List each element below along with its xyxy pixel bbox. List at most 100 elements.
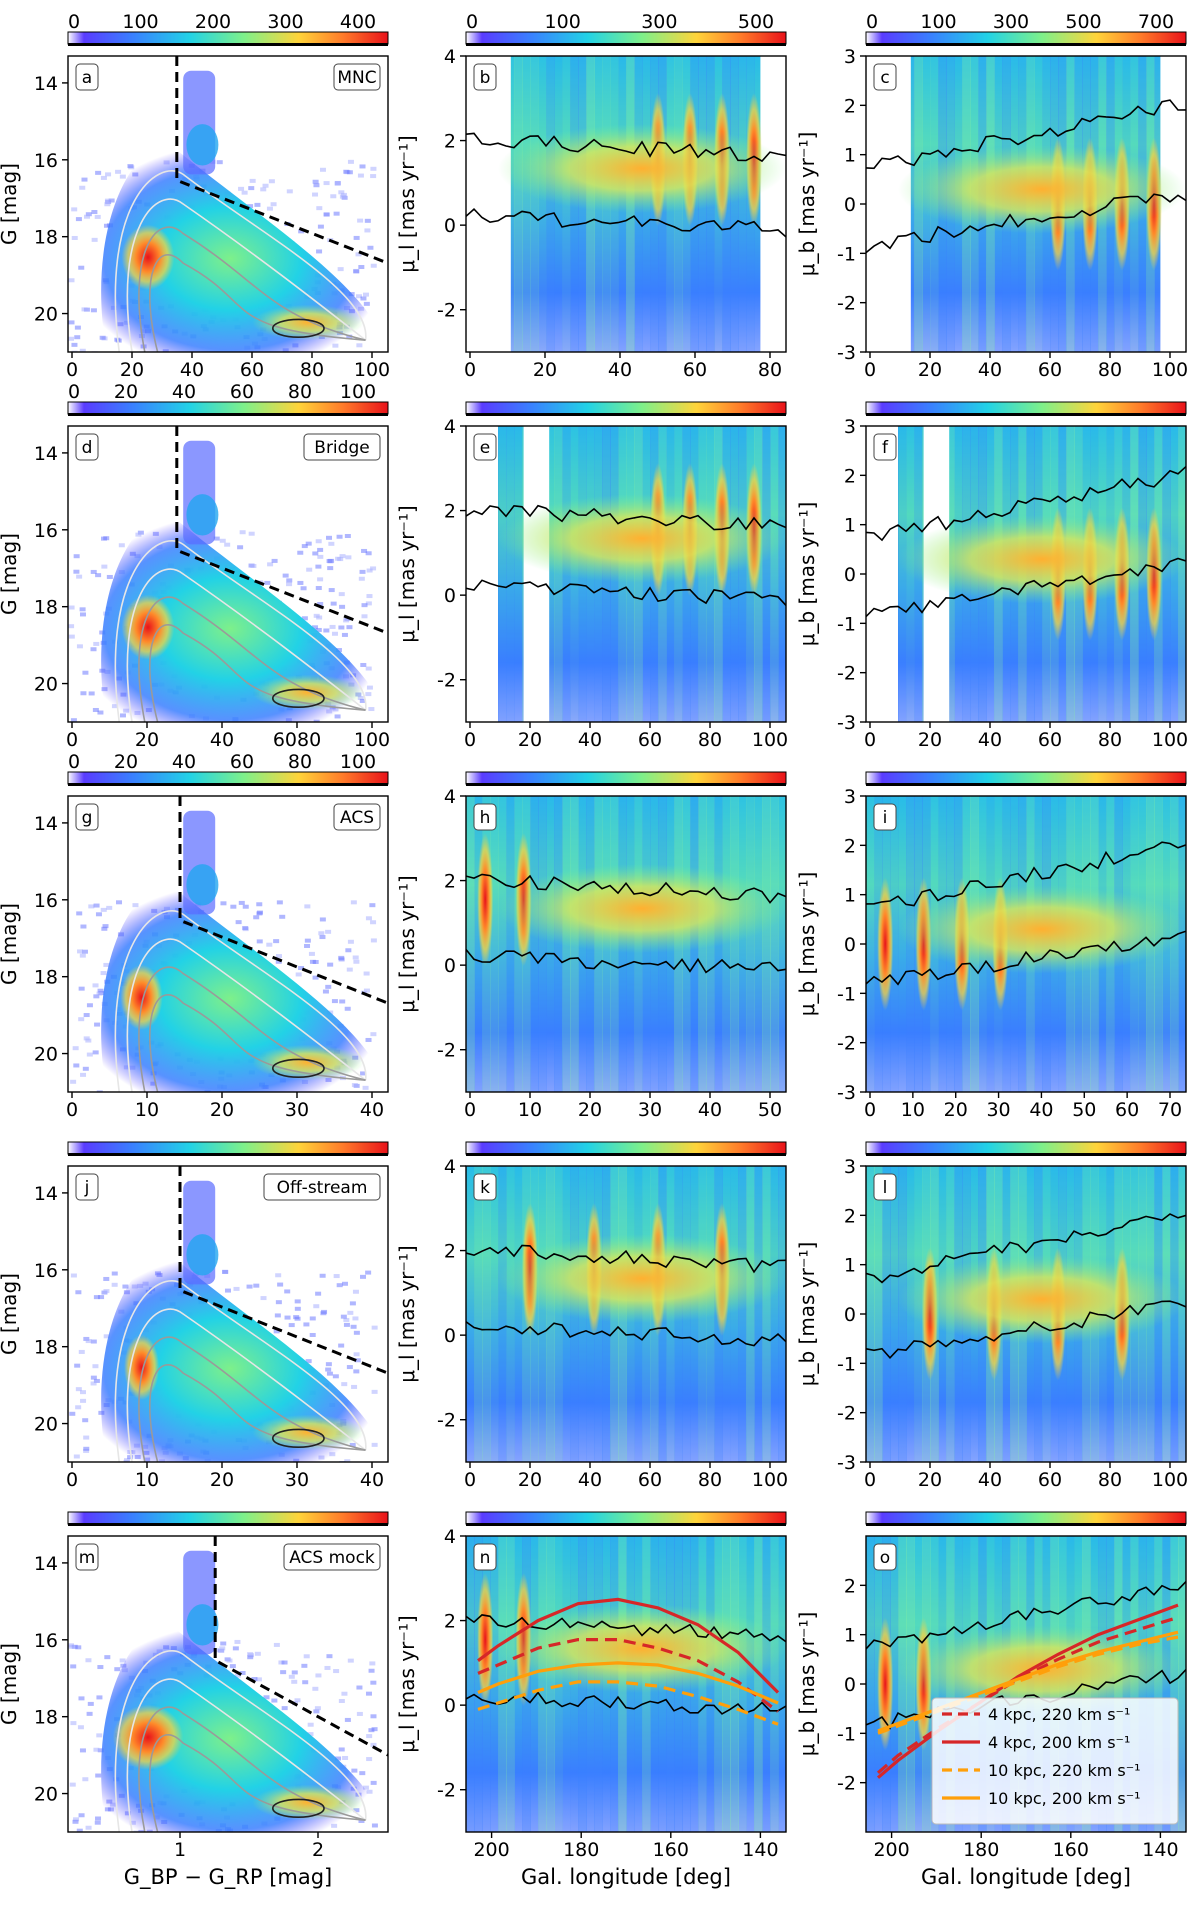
hist-bin	[104, 1655, 111, 1660]
panel-letter: h	[480, 808, 491, 828]
hist-bin	[371, 1727, 378, 1732]
hist-bin	[79, 348, 86, 352]
density-band	[898, 1254, 1186, 1344]
density-band	[498, 1234, 786, 1323]
hist-bin	[115, 169, 122, 174]
hist-bin	[331, 631, 338, 636]
colorbar	[865, 771, 1187, 785]
contour-upper	[466, 1244, 786, 1274]
hist-stripe	[506, 1536, 515, 1832]
hist-bin	[325, 1367, 332, 1372]
hist-bin	[341, 1281, 348, 1286]
hist-bin	[347, 1310, 354, 1315]
x-tick-label: 20	[918, 1469, 942, 1491]
contour-upper	[466, 132, 786, 163]
hist-bin	[317, 554, 324, 559]
hist-stripe	[506, 426, 515, 722]
hist-bin	[343, 169, 350, 174]
model-curve-10kpc_200	[477, 1661, 779, 1705]
y-tick-label: 2	[444, 131, 456, 153]
y-tick-label: 0	[844, 1674, 856, 1696]
x-tick-label: 2	[312, 1839, 324, 1861]
colorbar-tick-label: 20	[114, 751, 138, 773]
hist-stripe	[874, 1166, 883, 1462]
density-band	[898, 144, 1186, 234]
hist-stripe	[538, 1166, 547, 1462]
y-tick-label: 1	[844, 1255, 856, 1277]
colorbar-edge	[866, 1523, 1186, 1526]
x-tick-label: 20	[518, 1469, 542, 1491]
contour-line	[114, 170, 367, 352]
y-axis-label: μ_l [mas yr⁻¹]	[395, 135, 419, 272]
x-tick-label: 6080	[273, 729, 321, 751]
colorbar-tick-label: 100	[340, 381, 376, 403]
x-tick-label: 60	[1038, 729, 1062, 751]
hist-bin	[71, 342, 78, 347]
x-tick-label: 0	[66, 1469, 78, 1491]
colorbar	[465, 1511, 787, 1525]
x-tick-label: 160	[653, 1839, 689, 1861]
legend-entry: 4 kpc, 220 km s⁻¹	[988, 1705, 1130, 1724]
hist-bin	[92, 1364, 99, 1369]
hist-bin	[90, 308, 97, 313]
hist-bin	[317, 547, 324, 552]
x-tick-label: 100	[354, 359, 390, 381]
density-peak	[121, 594, 175, 660]
hist-stripe	[530, 56, 539, 352]
hist-bin	[366, 568, 373, 573]
hist-stripe	[546, 426, 555, 722]
hist-bin	[365, 1270, 372, 1275]
x-tick-label: 30	[285, 1099, 309, 1121]
density-band	[498, 864, 786, 953]
hist-bin	[94, 1022, 101, 1027]
hist-bin	[325, 929, 332, 934]
hist-stripe	[778, 1536, 786, 1832]
x-tick-label: 40	[360, 1099, 384, 1121]
x-tick-label: 60	[240, 359, 264, 381]
hist-bin	[95, 170, 102, 175]
selection-cut	[175, 426, 388, 635]
colorbar-tick-label: 60	[230, 381, 254, 403]
hist-bin	[92, 1050, 99, 1055]
hist-bin	[95, 912, 102, 917]
hist-bin	[309, 1316, 316, 1321]
x-tick-label: 70	[1158, 1099, 1182, 1121]
hist-bin	[79, 953, 86, 958]
hist-bin	[224, 1288, 231, 1293]
panel-a: 0 100 200 300 400 a MNC 14 16 18 20 G [mag] 0 20 40 60 8…	[0, 11, 390, 381]
hist-bin	[304, 938, 311, 943]
colorbar-edge	[466, 43, 786, 46]
hist-bin	[84, 214, 91, 219]
hist-bin	[73, 1454, 80, 1459]
hist-bin	[315, 564, 322, 569]
density-streak	[477, 833, 494, 967]
hist-bin	[329, 624, 336, 629]
hist-bin	[336, 1283, 343, 1288]
panel-letter-box	[75, 433, 99, 461]
hist-bin	[370, 1742, 377, 1747]
hist-bin	[103, 962, 110, 967]
hist-bin	[85, 1658, 92, 1663]
hist-bin	[93, 1747, 100, 1752]
panel-letter-box	[873, 63, 897, 91]
y-tick-label: 14	[34, 1553, 58, 1575]
hist-bin	[80, 1398, 87, 1403]
x-tick-label: 40	[978, 359, 1002, 381]
hist-bin	[333, 211, 340, 216]
y-tick-label: -1	[837, 983, 856, 1005]
contour-upper	[466, 873, 786, 904]
axes-frame	[465, 795, 787, 1093]
colorbar-edge	[68, 1523, 388, 1526]
hist-bin	[96, 1733, 103, 1738]
y-axis-label: G [mag]	[0, 533, 21, 615]
hist-bin	[95, 1816, 102, 1821]
hist-bin	[213, 536, 220, 541]
hist-bin	[334, 181, 341, 186]
hist-bin	[75, 217, 82, 222]
hist-bin	[114, 1667, 121, 1672]
y-tick-label: -2	[837, 663, 856, 685]
colorbar-edge	[68, 413, 388, 416]
panel-k: k -2 0 2 4 μ_l [mas yr⁻¹] 0 20 40 60 80 100	[395, 1141, 788, 1491]
hist-stripe	[738, 1166, 747, 1462]
x-tick-label: 0	[464, 359, 476, 381]
